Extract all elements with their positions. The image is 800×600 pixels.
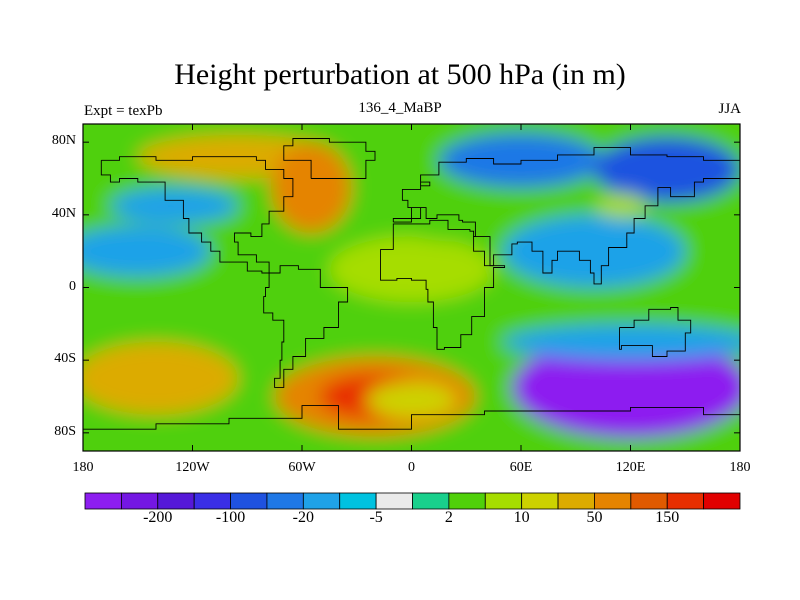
y-tick-label: 40S — [54, 351, 76, 367]
colorbar-box — [193, 492, 231, 510]
colorbar-label: -20 — [292, 509, 314, 526]
coastline — [263, 265, 349, 388]
colorbar-label: 10 — [513, 509, 530, 526]
field-blob — [283, 305, 467, 343]
colorbar-box — [448, 492, 486, 510]
coastlines — [83, 138, 740, 430]
x-tick-label: 120W — [175, 460, 210, 475]
colorbar-box — [266, 492, 304, 510]
colorbar-box — [84, 492, 122, 510]
experiment-label: Expt = texPb — [84, 103, 163, 119]
y-tick-label: 0 — [69, 278, 76, 294]
x-tick-label: 60E — [509, 460, 533, 475]
coastline — [392, 147, 740, 285]
colorbar-label: 2 — [444, 509, 453, 526]
coastline — [100, 156, 294, 274]
field-blob — [270, 142, 352, 233]
colorbar-box — [557, 492, 595, 510]
colorbar-box — [703, 492, 741, 510]
case-label: 136_4_MaBP — [358, 100, 442, 116]
field-blob — [708, 200, 740, 230]
field-blob — [594, 136, 740, 203]
x-tick-label: 180 — [729, 460, 751, 475]
colorbar-box — [339, 492, 377, 510]
colorbar-box — [521, 492, 559, 510]
colorbar-box — [412, 492, 450, 510]
colorbar-box — [302, 492, 341, 510]
y-tick-label: 40N — [51, 205, 76, 221]
colorbar-box — [120, 492, 159, 510]
colorbar-box — [157, 492, 195, 510]
colorbar-label: 50 — [586, 509, 603, 526]
y-tick-label: 80N — [51, 133, 76, 149]
field-blob — [502, 323, 740, 361]
x-tick-label: 60W — [288, 460, 316, 475]
field-blob — [393, 205, 540, 243]
coastline — [619, 307, 692, 357]
coastline — [83, 405, 740, 430]
colorbar-label: -200 — [143, 509, 173, 526]
field-blob — [595, 193, 647, 219]
colorbar-box — [230, 492, 268, 510]
coastline — [283, 138, 376, 179]
figure-title: Height perturbation at 500 hPa (in m) — [174, 58, 626, 91]
x-tick-label: 180 — [72, 460, 94, 475]
field-blob — [329, 236, 494, 303]
colorbar — [84, 492, 741, 510]
colorbar-label: -5 — [369, 509, 383, 526]
field-core — [565, 359, 696, 416]
field-blob — [110, 187, 239, 224]
axis-ticks — [82, 124, 741, 451]
colorbar-box — [375, 492, 413, 510]
colorbar-label: -100 — [215, 509, 246, 526]
field-blob — [83, 225, 211, 277]
season-label: JJA — [718, 101, 741, 117]
coastline — [380, 219, 506, 350]
field-blob — [365, 381, 458, 419]
x-tick-label: 120E — [615, 460, 646, 475]
field-blob — [83, 342, 239, 415]
colorbar-label: 150 — [655, 509, 680, 526]
colorbar-box — [666, 492, 705, 510]
y-tick-label: 80S — [54, 423, 76, 439]
colorbar-box — [630, 492, 668, 510]
x-tick-label: 0 — [408, 460, 415, 475]
field-blob — [502, 214, 686, 288]
colorbar-box — [484, 492, 523, 510]
colorbar-box — [594, 492, 632, 510]
field-blob — [338, 133, 430, 170]
